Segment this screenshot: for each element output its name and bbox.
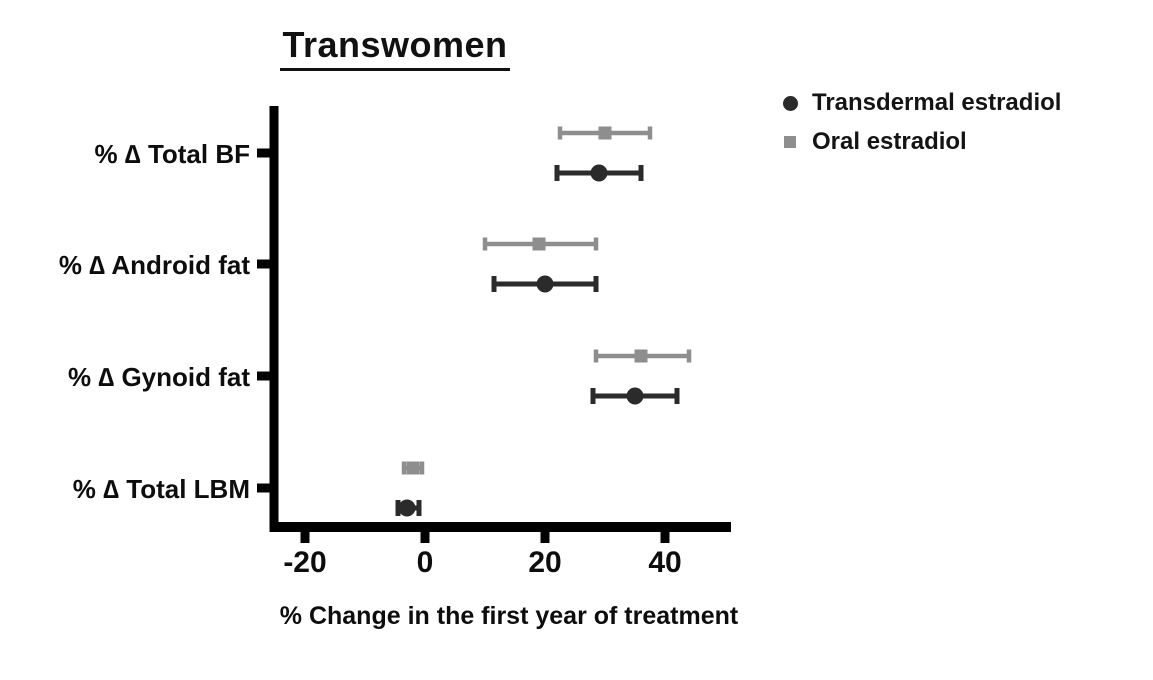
data-point bbox=[590, 387, 680, 405]
data-point bbox=[554, 164, 644, 182]
square-marker bbox=[634, 349, 648, 363]
legend-label-oral: Oral estradiol bbox=[812, 128, 967, 155]
circle-icon bbox=[782, 95, 798, 111]
category-label: % ∆ Gynoid fat bbox=[68, 362, 250, 392]
category-label: % ∆ Total LBM bbox=[73, 474, 250, 504]
legend-item-transdermal: Transdermal estradiol bbox=[782, 88, 1061, 118]
series-transdermal-estradiol bbox=[395, 164, 680, 517]
circle-marker bbox=[536, 275, 554, 293]
square-marker bbox=[598, 126, 612, 140]
y-axis bbox=[257, 106, 279, 532]
category-labels: % ∆ Total BF % ∆ Android fat % ∆ Gynoid fa… bbox=[59, 139, 250, 504]
category-label: % ∆ Android fat bbox=[59, 250, 250, 280]
x-axis-label-text: % Change in the first year of treatment bbox=[280, 602, 739, 630]
x-axis bbox=[269, 522, 731, 543]
data-point bbox=[395, 499, 422, 517]
chart-title-text: Transwomen bbox=[280, 24, 510, 71]
x-axis-label: % Change in the first year of treatment bbox=[280, 602, 739, 630]
circle-marker bbox=[398, 499, 416, 517]
square-icon bbox=[782, 134, 798, 150]
legend-item-oral: Oral estradiol bbox=[782, 127, 1061, 157]
legend: Transdermal estradiol Oral estradiol bbox=[782, 88, 1061, 157]
square-marker bbox=[532, 237, 546, 251]
x-tick-labels: -20 0 20 40 bbox=[283, 546, 681, 579]
x-tick-label: 0 bbox=[417, 546, 434, 579]
square-marker bbox=[406, 461, 420, 475]
chart-title: Transwomen bbox=[230, 24, 560, 71]
x-tick-label: -20 bbox=[283, 546, 326, 579]
legend-label-transdermal: Transdermal estradiol bbox=[812, 89, 1062, 116]
data-point bbox=[491, 275, 599, 293]
square-marker-swatch bbox=[784, 136, 796, 148]
circle-marker bbox=[626, 387, 644, 405]
circle-marker-swatch bbox=[782, 95, 798, 111]
x-tick-label: 20 bbox=[528, 546, 561, 579]
data-point bbox=[401, 461, 425, 475]
data-point bbox=[593, 349, 692, 363]
circle-marker bbox=[590, 164, 608, 182]
data-point bbox=[482, 237, 599, 251]
series-oral-estradiol bbox=[401, 126, 692, 475]
data-point bbox=[557, 126, 653, 140]
x-tick-label: 40 bbox=[648, 546, 681, 579]
category-label: % ∆ Total BF bbox=[94, 139, 250, 169]
